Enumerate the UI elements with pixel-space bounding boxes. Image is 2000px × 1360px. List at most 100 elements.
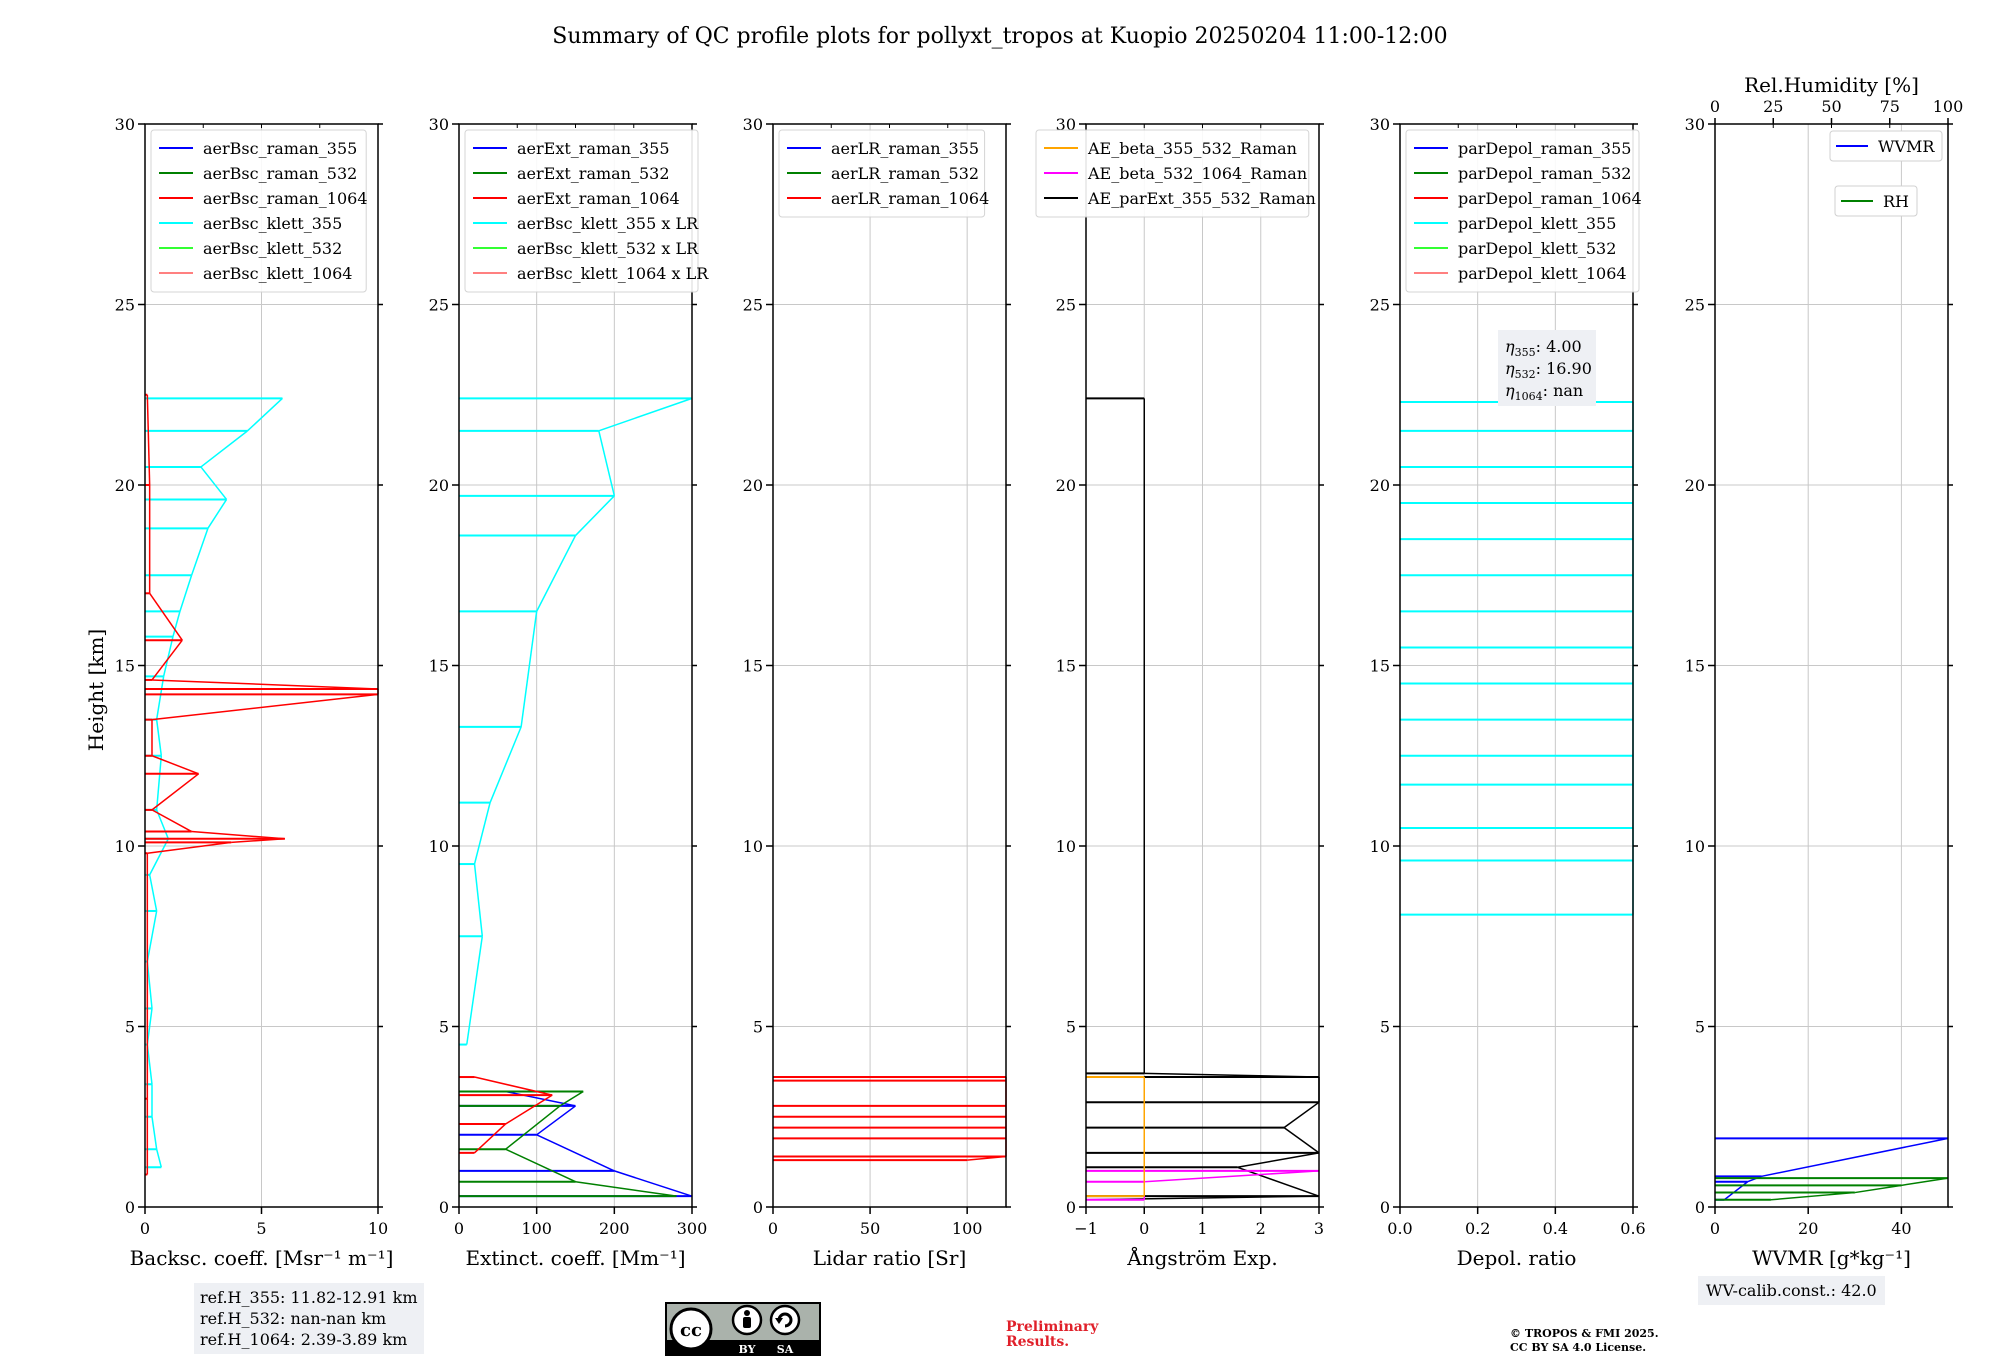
data-segment (155, 676, 165, 720)
wv-calib-text: WV-calib.const.: 42.0 (1706, 1281, 1877, 1300)
wv-calib-box: WV-calib.const.: 42.0 (1698, 1276, 1885, 1305)
legend-box (1405, 129, 1640, 293)
data-segment (598, 397, 693, 432)
data-segment (1237, 1166, 1320, 1197)
y-tick-label: 15 (1370, 657, 1390, 676)
series-aerlr-raman-1064 (773, 1076, 1007, 1162)
data-segment (151, 1116, 158, 1150)
legend-entry-aerlr-raman-355: aerLR_raman_355 (787, 139, 979, 158)
x-tick-label: 100 (521, 1219, 552, 1238)
data-segment (520, 611, 538, 727)
panel-wvmr: 0 5 10 15 20 25 30 0 20 40 WVMR [g*kg⁻¹] 0 25 50 75 100… (1685, 73, 1964, 1270)
series-pardepol-klett-355 (1400, 400, 1634, 916)
data-segment (505, 1148, 576, 1183)
x-tick-label: 0 (454, 1219, 464, 1238)
legend-label: AE_beta_355_532_Raman (1087, 139, 1297, 158)
data-segment (200, 430, 248, 468)
data-segment (474, 1076, 553, 1096)
x-tick-label: 0.6 (1620, 1219, 1645, 1238)
data-segment (247, 397, 283, 432)
top-axis-tick-label: 75 (1880, 97, 1900, 116)
data-segment (1144, 1170, 1320, 1183)
data-segment (574, 495, 615, 537)
legend-label: aerBsc_raman_355 (203, 139, 357, 158)
y-tick-label: 15 (743, 657, 763, 676)
data-segment (1283, 1126, 1320, 1154)
legend-label: parDepol_raman_355 (1458, 139, 1631, 158)
legend-label: aerBsc_klett_355 x LR (517, 214, 699, 233)
y-tick-label: 0 (1695, 1198, 1705, 1217)
legend-entry-aerbsc-raman-1064: aerBsc_raman_1064 (159, 189, 368, 208)
legend: AE_beta_355_532_Raman AE_beta_532_1064_Ra… (1035, 129, 1316, 218)
data-segment (155, 719, 163, 756)
y-tick-label: 0 (1066, 1198, 1076, 1217)
data-segment (146, 1008, 153, 1045)
data-segment (148, 838, 169, 876)
legend-label: aerBsc_klett_355 (203, 214, 342, 233)
legend: parDepol_raman_355 parDepol_raman_532 parD… (1405, 129, 1642, 293)
legend-entry-aerbsc-klett-355: aerBsc_klett_355 (159, 214, 342, 233)
legend: aerBsc_raman_355 aerBsc_raman_532 aerBsc_r… (150, 129, 368, 293)
x-tick-label: 10 (368, 1219, 388, 1238)
legend-label: aerBsc_klett_532 x LR (517, 239, 699, 258)
ref-532: ref.H_532: nan-nan km (200, 1309, 387, 1328)
data-segment (151, 755, 199, 775)
data-segment (151, 639, 183, 681)
data-segment (466, 936, 484, 1045)
data-segment (473, 802, 491, 865)
legend-box (150, 129, 367, 293)
x-tick-label: 20 (1798, 1219, 1818, 1238)
legend-label: aerLR_raman_355 (831, 139, 979, 158)
y-tick-label: 0 (753, 1198, 763, 1217)
x-tick-label: −1 (1074, 1219, 1098, 1238)
x-tick-label: 0.4 (1543, 1219, 1568, 1238)
data-segment (559, 1090, 584, 1107)
panel-angstrom: 0 5 10 15 20 25 30 −1 0 1 2 3 Ångström Exp. AE_beta_3… (1035, 115, 1324, 1270)
legend-entry-ae-parext-355-532-raman: AE_parExt_355_532_Raman (1044, 189, 1316, 208)
data-segment (179, 575, 193, 612)
data-segment (575, 1180, 677, 1197)
data-segment (190, 528, 209, 576)
legend-label: WVMR (1878, 137, 1935, 156)
y-tick-label: 10 (1685, 837, 1705, 856)
y-tick-label: 30 (1056, 115, 1076, 134)
legend-entry-aerext-raman-355: aerExt_raman_355 (473, 139, 670, 158)
legend-box (1829, 130, 1943, 162)
legend-label: aerExt_raman_1064 (517, 189, 680, 208)
y-tick-label: 15 (1685, 657, 1705, 676)
data-segment (1761, 1137, 1949, 1178)
data-segment (146, 910, 158, 962)
legend-box (464, 129, 699, 293)
y-tick-label: 10 (1370, 837, 1390, 856)
panel-lidar_ratio: 0 5 10 15 20 25 30 0 50 100 Lidar ratio [Sr] aerLR_… (743, 115, 1011, 1270)
top-axis-tick-label: 0 (1710, 97, 1720, 116)
data-segment (473, 863, 484, 937)
sa-share-icon (769, 1304, 801, 1336)
eta-355: η355: 4.00 (1505, 337, 1582, 359)
cc-logo-text: cc (680, 1320, 702, 1341)
data-segment (151, 693, 379, 721)
top-axis-tick-label: 25 (1763, 97, 1783, 116)
legend-entry-aerbsc-klett-532: aerBsc_klett_532 (159, 239, 342, 258)
legend-label: RH (1883, 192, 1909, 211)
legend-box (1035, 129, 1310, 218)
y-tick-label: 25 (743, 296, 763, 315)
y-tick-label: 15 (1056, 657, 1076, 676)
data-segment (1901, 1177, 1949, 1187)
data-segment (536, 1105, 576, 1136)
data-segment (1854, 1184, 1902, 1194)
y-tick-label: 10 (429, 837, 449, 856)
legend-label: AE_beta_532_1064_Raman (1087, 164, 1307, 183)
x-tick-label: 0 (1139, 1219, 1149, 1238)
legend-label: AE_parExt_355_532_Raman (1087, 189, 1316, 208)
series-aerbsc-raman-1064 (145, 393, 379, 1176)
copyright-note: © TROPOS & FMI 2025. CC BY SA 4.0 Licens… (1510, 1327, 1659, 1355)
legend-label: aerExt_raman_355 (517, 139, 670, 158)
x-tick-label: 0 (140, 1219, 150, 1238)
legend-label: aerBsc_klett_1064 x LR (517, 264, 709, 283)
eta-box (1498, 330, 1596, 406)
legend-label: parDepol_raman_1064 (1458, 189, 1642, 208)
data-segment (149, 592, 183, 641)
